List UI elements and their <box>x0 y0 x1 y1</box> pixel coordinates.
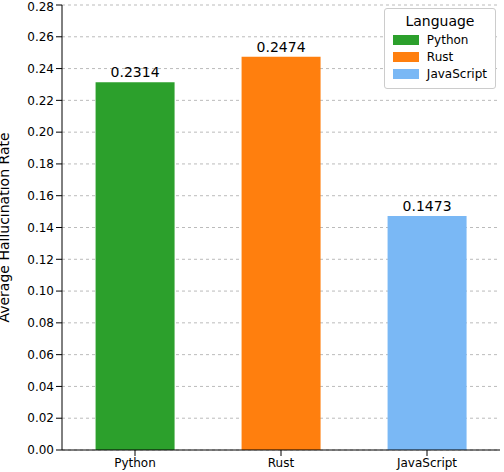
svg-text:0.10: 0.10 <box>27 284 54 298</box>
svg-text:JavaScript: JavaScript <box>396 456 457 470</box>
html-text:Language: Language <box>405 13 475 29</box>
svg-text:0.28: 0.28 <box>27 0 54 14</box>
svg-text:0.08: 0.08 <box>27 316 54 330</box>
svg-text:0.02: 0.02 <box>27 411 54 425</box>
svg-text:0.22: 0.22 <box>27 94 54 108</box>
svg-text:0.2314: 0.2314 <box>111 64 160 80</box>
svg-text:0.14: 0.14 <box>27 221 54 235</box>
html-text:Python: Python <box>426 33 469 47</box>
html-text:JavaScript: JavaScript <box>426 67 487 81</box>
svg-text:0.26: 0.26 <box>27 30 54 44</box>
svg-text:0.24: 0.24 <box>27 62 54 76</box>
svg-text:Average Hallucination Rate: Average Hallucination Rate <box>8 132 12 322</box>
svg-text:0.1473: 0.1473 <box>403 198 452 214</box>
svg-text:0.20: 0.20 <box>27 125 54 139</box>
svg-text:Python: Python <box>114 456 156 470</box>
svg-text:0.2474: 0.2474 <box>257 39 306 55</box>
html-text:Rust: Rust <box>426 50 454 64</box>
svg-text:0.00: 0.00 <box>27 443 54 457</box>
svg-text:0.06: 0.06 <box>27 348 54 362</box>
svg-text:0.04: 0.04 <box>27 380 54 394</box>
svg-text:0.12: 0.12 <box>27 253 54 267</box>
svg-text:Rust: Rust <box>268 456 295 470</box>
svg-text:0.18: 0.18 <box>27 157 54 171</box>
svg-text:0.16: 0.16 <box>27 189 54 203</box>
